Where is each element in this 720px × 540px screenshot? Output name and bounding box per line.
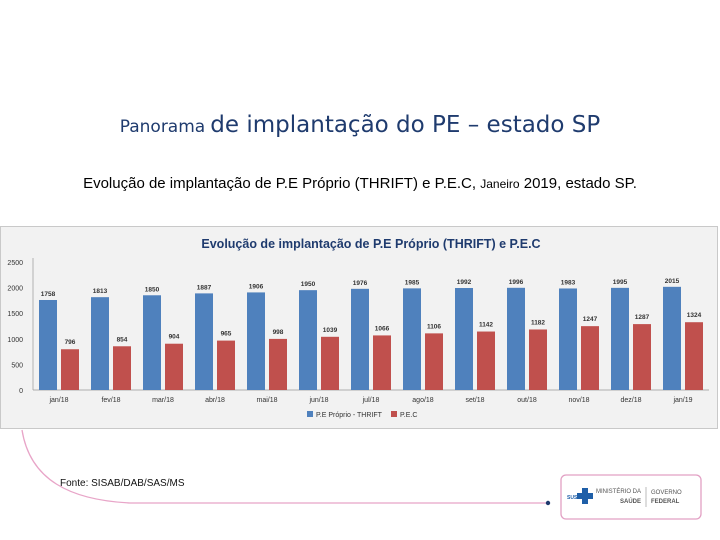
x-tick-label: mar/18 xyxy=(152,397,174,404)
bar-pec xyxy=(633,324,651,390)
bar-pec xyxy=(113,346,131,390)
data-label-pec: 1039 xyxy=(323,327,338,334)
x-tick-label: nov/18 xyxy=(568,397,589,404)
bar-pec xyxy=(685,322,703,390)
bar-pec xyxy=(61,349,79,390)
source-note: Fonte: SISAB/DAB/SAS/MS xyxy=(60,478,185,489)
x-tick-label: dez/18 xyxy=(620,397,641,404)
data-label-pec: 1247 xyxy=(583,316,598,323)
logo-sus: SUS xyxy=(567,495,578,501)
data-label-thrift: 1992 xyxy=(457,279,472,286)
y-tick-label: 2000 xyxy=(7,286,23,293)
bar-pec xyxy=(373,335,391,390)
legend-swatch-thrift xyxy=(307,411,313,417)
subtitle-part-1: Evolução de implantação de P.E Próprio (… xyxy=(83,175,477,192)
title-part-1: Panorama xyxy=(119,117,206,137)
x-tick-label: jan/19 xyxy=(672,397,692,404)
bar-pec xyxy=(581,326,599,390)
subtitle-part-2: 2019, estado SP. xyxy=(523,175,637,192)
x-tick-label: fev/18 xyxy=(101,397,120,404)
bar-thrift xyxy=(663,286,681,390)
data-label-pec: 998 xyxy=(273,329,284,336)
data-label-pec: 1287 xyxy=(635,314,650,321)
x-tick-label: jul/18 xyxy=(362,397,380,404)
page-title: Panorama de implantação do PE – estado S… xyxy=(0,112,720,138)
logo-gov-line2: FEDERAL xyxy=(651,499,680,505)
y-tick-label: 1500 xyxy=(7,311,23,318)
bar-chart: Evolução de implantação de P.E Próprio (… xyxy=(7,237,709,419)
data-label-pec: 1324 xyxy=(687,312,702,319)
bar-thrift xyxy=(91,297,109,390)
bar-thrift xyxy=(351,288,369,390)
ministry-logo: SUS MINISTÉRIO DA SAÚDE GOVERNO FEDERAL xyxy=(560,474,702,520)
data-label-thrift: 1758 xyxy=(41,291,56,298)
x-tick-label: set/18 xyxy=(465,397,484,404)
legend-label-pec: P.E.C xyxy=(400,412,417,419)
logo-gov-line1: GOVERNO xyxy=(651,490,682,496)
legend-label-thrift: P.E Próprio - THRIFT xyxy=(316,412,383,419)
x-tick-label: ago/18 xyxy=(412,397,434,404)
data-label-pec: 1142 xyxy=(479,322,493,329)
bar-pec xyxy=(321,336,339,390)
legend-swatch-pec xyxy=(391,411,397,417)
bar-thrift xyxy=(611,287,629,390)
data-label-thrift: 1813 xyxy=(93,288,108,295)
title-part-2: de implantação do PE – estado SP xyxy=(210,112,601,138)
data-label-thrift: 1985 xyxy=(405,279,420,286)
bar-thrift xyxy=(143,295,161,390)
y-tick-label: 500 xyxy=(11,362,23,369)
bar-thrift xyxy=(559,288,577,390)
data-label-thrift: 1950 xyxy=(301,281,316,288)
bar-thrift xyxy=(195,293,213,390)
data-label-thrift: 1983 xyxy=(561,279,576,286)
logo-ministry-line1: MINISTÉRIO DA xyxy=(596,488,641,495)
x-tick-label: abr/18 xyxy=(205,397,225,404)
data-label-thrift: 1906 xyxy=(249,283,264,290)
data-label-thrift: 1850 xyxy=(145,286,160,293)
data-label-pec: 1106 xyxy=(427,323,441,330)
bar-pec xyxy=(165,343,183,390)
x-tick-label: out/18 xyxy=(517,397,537,404)
bar-thrift xyxy=(299,290,317,390)
bar-pec xyxy=(529,329,547,390)
bar-thrift xyxy=(507,287,525,390)
bar-pec xyxy=(477,331,495,390)
data-label-pec: 796 xyxy=(65,339,76,346)
data-label-pec: 854 xyxy=(117,336,128,343)
subtitle-month: Janeiro xyxy=(480,177,520,191)
data-label-pec: 1182 xyxy=(531,319,545,326)
data-label-pec: 965 xyxy=(221,331,232,338)
x-tick-label: mai/18 xyxy=(256,397,277,404)
y-tick-label: 1000 xyxy=(7,337,23,344)
chart-title: Evolução de implantação de P.E Próprio (… xyxy=(201,237,540,251)
sus-cross-icon xyxy=(577,488,593,504)
bar-thrift xyxy=(455,288,473,390)
y-tick-label: 0 xyxy=(19,388,23,395)
bar-pec xyxy=(425,333,443,390)
bar-thrift xyxy=(247,292,265,390)
x-tick-label: jan/18 xyxy=(48,397,68,404)
data-label-pec: 904 xyxy=(169,334,180,341)
data-label-thrift: 2015 xyxy=(665,278,680,285)
bar-pec xyxy=(269,338,287,390)
logo-ministry-line2: SAÚDE xyxy=(620,498,641,505)
bar-thrift xyxy=(39,299,57,390)
data-label-thrift: 1976 xyxy=(353,280,368,287)
data-label-thrift: 1995 xyxy=(613,279,628,286)
subtitle: Evolução de implantação de P.E Próprio (… xyxy=(40,174,680,194)
data-label-pec: 1066 xyxy=(375,325,390,332)
x-tick-label: jun/18 xyxy=(308,397,328,404)
data-label-thrift: 1887 xyxy=(197,284,212,291)
y-tick-label: 2500 xyxy=(7,260,23,267)
data-label-thrift: 1996 xyxy=(509,279,524,286)
bar-pec xyxy=(217,340,235,390)
chart-container: Evolução de implantação de P.E Próprio (… xyxy=(0,226,718,429)
bar-thrift xyxy=(403,288,421,390)
